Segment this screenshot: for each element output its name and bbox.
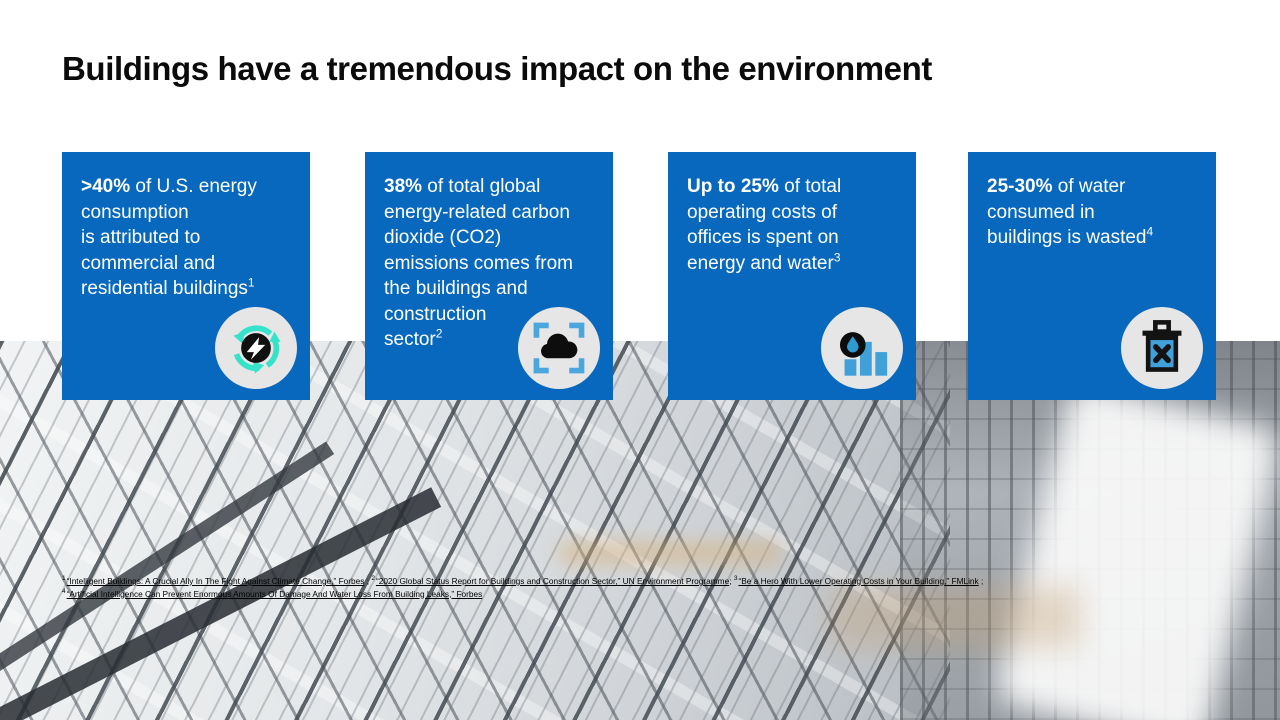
icon-circle	[518, 307, 600, 389]
footnote-ref: 4	[1146, 224, 1154, 239]
footnote-link-3[interactable]: “Be a Hero With Lower Operating Costs in…	[738, 576, 979, 586]
stat-body: of total operating costs of offices is s…	[687, 176, 842, 274]
stat-text: 38% of total global energy-related carbo…	[365, 152, 613, 353]
footnote-number: 3	[733, 575, 738, 583]
stat-text: Up to 25% of total operating costs of of…	[668, 152, 916, 276]
carbon-cloud-frame-icon	[533, 322, 585, 374]
footnote-ref: 3	[833, 250, 841, 265]
stat-card-water-waste: 25-30% of water consumed in buildings is…	[968, 152, 1216, 400]
stat-text: 25-30% of water consumed in buildings is…	[968, 152, 1216, 251]
stat-card-operating-costs: Up to 25% of total operating costs of of…	[668, 152, 916, 400]
stat-lead: 38%	[384, 176, 423, 197]
stat-text: >40% of U.S. energy consumption is attri…	[62, 152, 310, 302]
building-photo	[0, 341, 1280, 720]
icon-circle	[215, 307, 297, 389]
water-energy-chart-icon	[839, 332, 888, 376]
footnote-ref: 2	[435, 326, 443, 341]
footnote-link-4[interactable]: “Artificial Intelligence Can Prevent Eno…	[66, 588, 483, 599]
footnote-separator: ;	[729, 576, 734, 586]
footnote-ref: 1	[247, 275, 255, 290]
stat-lead: 25-30%	[987, 176, 1053, 197]
footnote-number: 4	[62, 587, 66, 595]
footnote-link-1[interactable]: “Intelligent Buildings: A Crucial Ally I…	[66, 576, 365, 586]
footnote-number: 2	[371, 575, 375, 583]
footnote-link-2[interactable]: “2020 Global Status Report for Buildings…	[375, 576, 730, 586]
stat-body: of total global energy-related carbon di…	[384, 176, 573, 350]
stat-body: of U.S. energy consumption is attributed…	[81, 176, 257, 299]
stat-lead: >40%	[81, 176, 131, 197]
stat-card-carbon: 38% of total global energy-related carbo…	[365, 152, 613, 400]
stat-card-energy: >40% of U.S. energy consumption is attri…	[62, 152, 310, 400]
icon-circle	[821, 307, 903, 389]
slide-title: Buildings have a tremendous impact on th…	[62, 50, 932, 87]
stat-lead: Up to 25%	[687, 176, 779, 197]
footnote-separator: ;	[364, 576, 372, 586]
footnote-separator: ;	[978, 576, 984, 586]
footnote-number: 1	[62, 575, 66, 583]
icon-circle	[1121, 307, 1203, 389]
waste-bin-icon	[1142, 320, 1182, 372]
photo-glass-roof	[0, 341, 950, 720]
photo-warm-light	[560, 541, 780, 565]
footnotes: 1“Intelligent Buildings: A Crucial Ally …	[62, 575, 1192, 600]
photo-warm-light	[830, 586, 1080, 648]
stat-body: of water consumed in buildings is wasted	[987, 176, 1147, 248]
energy-recycle-icon	[233, 325, 281, 374]
